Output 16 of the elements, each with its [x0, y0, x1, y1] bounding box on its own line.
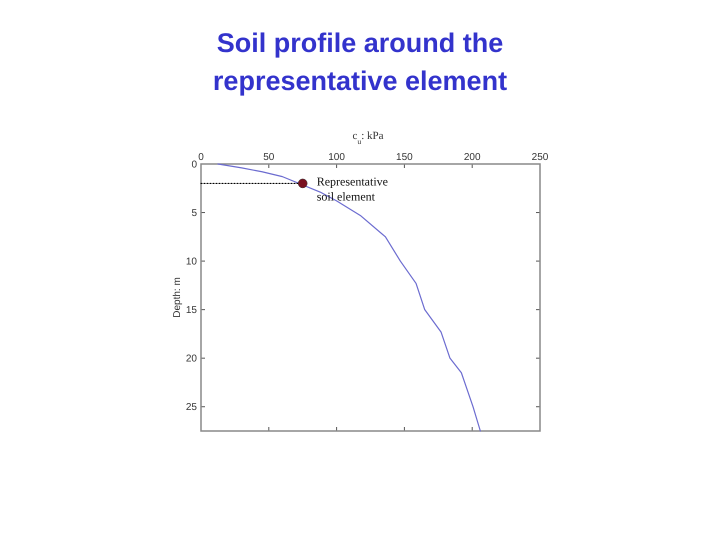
- x-axis-title: c$_{u}$: kPa: [352, 130, 384, 146]
- y-tick-label: 5: [191, 208, 198, 220]
- y-tick-label: 15: [186, 305, 198, 316]
- x-tick-label: 50: [263, 152, 275, 163]
- y-tick-label: 10: [186, 256, 198, 268]
- y-tick-label: 0: [191, 160, 198, 170]
- y-tick-label: 20: [186, 354, 198, 365]
- x-tick-label: 200: [464, 152, 481, 163]
- x-tick-label: 0: [198, 152, 204, 163]
- y-axis-title: Depth: m: [172, 277, 183, 318]
- y-tick-label: 25: [186, 402, 198, 414]
- x-tick-label: 100: [328, 152, 346, 163]
- line-series: [217, 163, 481, 432]
- x-tick-label: 150: [396, 152, 414, 163]
- x-tick-label: 250: [532, 152, 549, 163]
- chart-title: Soil profile around the representative element: [212, 28, 508, 96]
